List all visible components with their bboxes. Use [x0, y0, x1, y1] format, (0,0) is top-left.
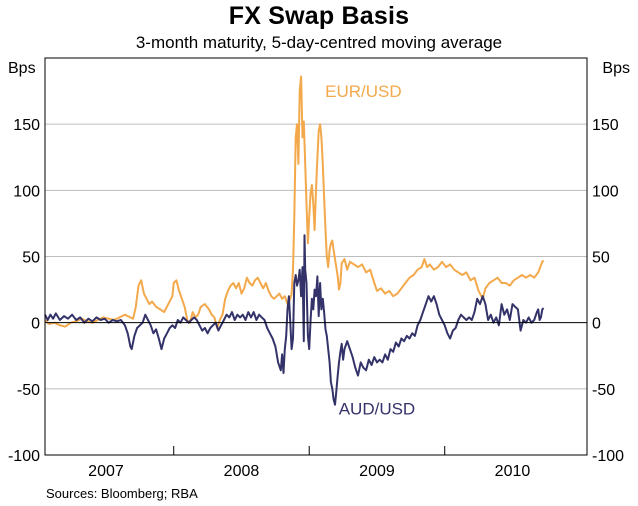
y-tick-label-left: 50 — [22, 250, 40, 267]
label-layer: -100 -100 -50 -50 0 0 50 50 100 100 150 150 2007 2008… — [8, 82, 624, 480]
tick-layer — [173, 446, 446, 455]
y-tick-label-left: -50 — [17, 382, 40, 399]
left-axis-unit: Bps — [8, 60, 36, 77]
plot-frame — [44, 57, 588, 456]
grid-layer — [45, 123, 587, 390]
source-note: Sources: Bloomberg; RBA — [46, 486, 198, 501]
chart-title: FX Swap Basis — [228, 2, 410, 30]
y-tick-label-right: -50 — [592, 382, 615, 399]
y-tick-label-right: -100 — [592, 448, 624, 465]
y-tick-label-right: 100 — [592, 183, 619, 200]
y-tick-label-left: 100 — [13, 183, 40, 200]
y-tick-label-left: 0 — [31, 316, 40, 333]
series-label-eur-usd: EUR/USD — [325, 82, 402, 101]
y-tick-label-right: 50 — [592, 250, 610, 267]
right-axis-unit: Bps — [602, 60, 630, 77]
chart-subtitle: 3-month maturity, 5-day-centred moving a… — [135, 33, 503, 52]
y-tick-label-right: 150 — [592, 117, 619, 134]
x-tick-label: 2007 — [88, 463, 124, 480]
series-layer — [44, 75, 545, 406]
y-tick-label-left: 150 — [13, 117, 40, 134]
y-tick-label-left: -100 — [8, 448, 40, 465]
series-label-aud-usd: AUD/USD — [339, 400, 416, 419]
series-line-aud-usd — [44, 234, 545, 406]
series-line-eur-usd — [44, 75, 545, 329]
x-tick-label: 2009 — [359, 463, 395, 480]
x-tick-label: 2010 — [495, 463, 531, 480]
x-tick-label: 2008 — [224, 463, 260, 480]
y-tick-label-right: 0 — [592, 316, 601, 333]
